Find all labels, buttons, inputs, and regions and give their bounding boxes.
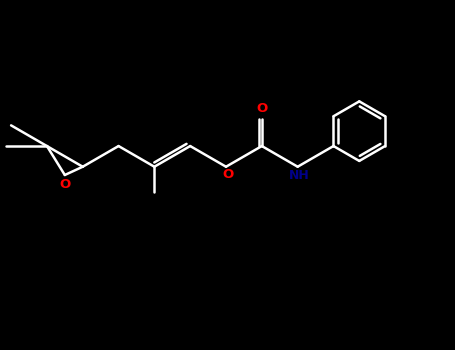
Text: NH: NH [289,169,310,182]
Text: O: O [59,177,71,191]
Text: O: O [222,168,234,182]
Text: O: O [256,102,268,115]
